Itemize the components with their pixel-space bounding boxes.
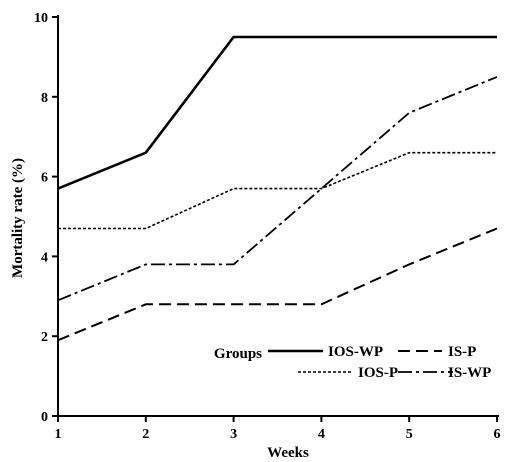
legend-label-is-p: IS-P — [448, 344, 476, 360]
series-line-is-p — [57, 227, 498, 342]
legend-title: Groups — [214, 346, 262, 362]
x-axis-title: Weeks — [267, 445, 309, 461]
x-tick-label: 3 — [230, 427, 237, 442]
y-tick-label: 8 — [41, 91, 48, 106]
x-tick-label: 6 — [494, 427, 501, 442]
y-tick-label: 0 — [41, 410, 48, 425]
y-axis-title: Mortality rate (%) — [10, 158, 26, 278]
y-tick-label: 6 — [41, 171, 48, 186]
series-lines — [57, 35, 498, 342]
x-tick-label: 4 — [318, 427, 325, 442]
x-tick-label: 1 — [55, 427, 62, 442]
ticks: 1 2 3 4 5 6 0 2 4 6 8 10 — [34, 11, 501, 442]
axes — [57, 15, 499, 417]
legend-label-ios-wp: IOS-WP — [328, 344, 383, 360]
legend-label-ios-p: IOS-P — [358, 365, 398, 381]
x-tick-label: 2 — [142, 427, 149, 442]
series-line-ios-p — [58, 151, 497, 230]
y-tick-label: 2 — [41, 330, 48, 345]
legend: Groups IOS-WP IS-P IOS-P IS-WP — [214, 344, 491, 381]
legend-label-is-wp: IS-WP — [448, 365, 491, 381]
series-line-ios-wp — [57, 35, 497, 190]
y-tick-label: 10 — [34, 11, 48, 26]
x-tick-label: 5 — [406, 427, 413, 442]
series-line-is-wp — [57, 76, 498, 302]
y-tick-label: 4 — [41, 250, 48, 265]
